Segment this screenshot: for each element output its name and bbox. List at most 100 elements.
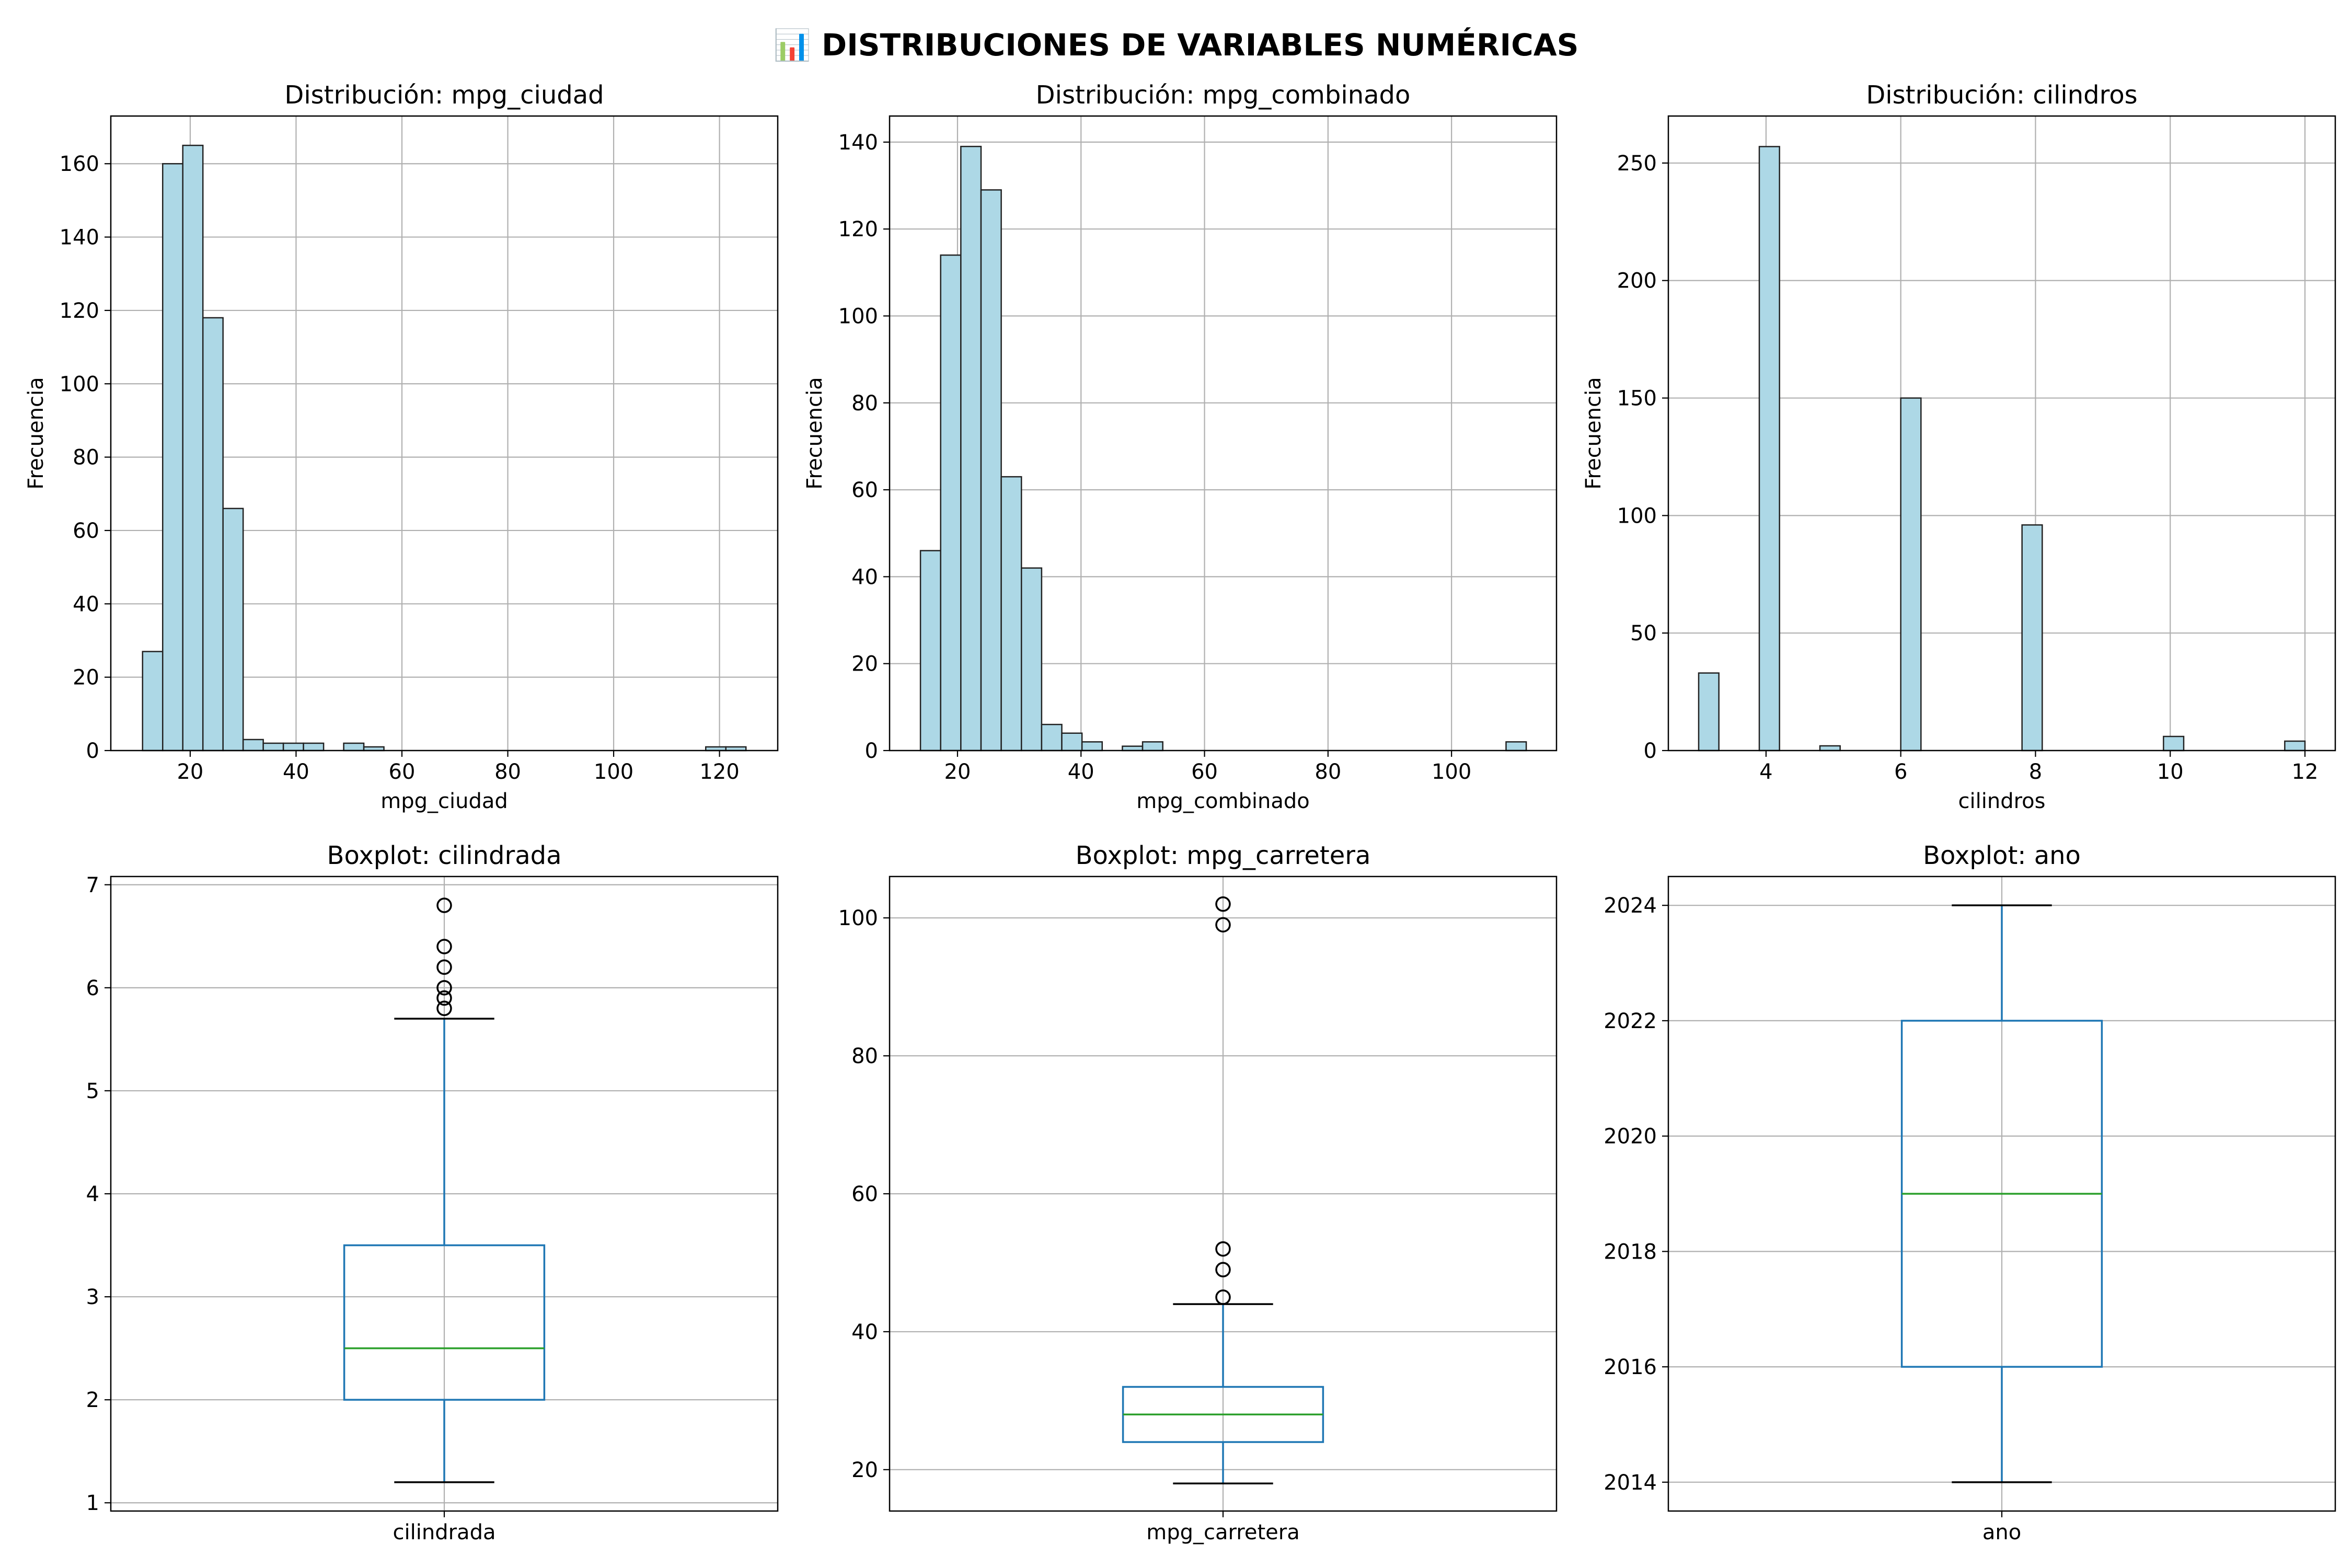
- x-tick-label: 20: [177, 760, 203, 784]
- histogram-bar: [242, 739, 264, 752]
- y-tick-label: 60: [851, 478, 878, 502]
- y-tick-label: 250: [1617, 152, 1657, 176]
- x-tick-label: 120: [699, 760, 739, 784]
- histogram-bar: [282, 742, 304, 752]
- chart-panel-3: Distribución: cilindros 4 6 8 10 12 Frecuencia…: [1582, 80, 2336, 813]
- histogram-bar: [262, 742, 284, 752]
- histogram-bar: [2284, 740, 2306, 752]
- x-axis-label: mpg_ciudad: [381, 789, 508, 813]
- histogram-bar: [2021, 524, 2043, 752]
- outlier-point: [1215, 917, 1231, 933]
- chart-title: Distribución: mpg_combinado: [1036, 80, 1411, 110]
- outlier-point: [436, 990, 452, 1006]
- outlier-point: [436, 897, 452, 913]
- x-tick-label: mpg_carretera: [1146, 1520, 1299, 1544]
- y-tick-label: 80: [851, 391, 878, 416]
- histogram-bar: [1505, 741, 1527, 752]
- x-tick-label: ano: [1982, 1520, 2021, 1544]
- y-tick-label: 4: [86, 1182, 99, 1206]
- outlier-point: [1215, 1289, 1231, 1305]
- histogram-bar: [1041, 723, 1063, 752]
- y-tick-label: 100: [60, 372, 99, 396]
- y-tick-label: 20: [851, 652, 878, 676]
- y-tick-label: 7: [86, 873, 99, 897]
- x-tick-label: 8: [2029, 760, 2042, 784]
- x-tick-label: 60: [1191, 760, 1218, 784]
- chart-panel-6: Boxplot: ano ano 2014 2016 2018 2020 2022 2024: [1604, 841, 2336, 1544]
- y-tick-label: 200: [1617, 269, 1657, 293]
- y-tick-label: 120: [60, 299, 99, 323]
- y-tick-label: 50: [1630, 621, 1657, 645]
- x-tick-label: 80: [1315, 760, 1341, 784]
- y-axis-label: Frecuencia: [24, 377, 48, 489]
- histogram-bar: [343, 742, 365, 752]
- histogram-bar: [1000, 476, 1022, 752]
- y-tick-label: 1: [86, 1491, 99, 1515]
- plot-frame: [1667, 875, 2336, 1512]
- chart-title: Distribución: mpg_ciudad: [284, 80, 604, 110]
- histogram-bar: [940, 254, 962, 752]
- x-tick-label: 40: [283, 760, 309, 784]
- plot-frame: [889, 115, 1558, 752]
- histogram-bar: [960, 145, 982, 752]
- histogram-bar: [1061, 732, 1083, 752]
- y-tick-label: 150: [1617, 387, 1657, 411]
- histogram-bar: [162, 163, 183, 752]
- y-axis-label: Frecuencia: [1582, 377, 1606, 489]
- histogram-bar: [2163, 735, 2185, 752]
- histogram-bar: [1819, 745, 1841, 752]
- y-tick-label: 40: [851, 1320, 878, 1344]
- y-tick-label: 60: [851, 1182, 878, 1206]
- outlier-point: [436, 939, 452, 954]
- plot-frame: [1667, 115, 2336, 752]
- y-tick-label: 100: [838, 906, 878, 930]
- y-tick-label: 2018: [1604, 1240, 1657, 1264]
- y-tick-label: 80: [851, 1044, 878, 1068]
- y-tick-label: 140: [60, 226, 99, 250]
- y-tick-label: 40: [851, 565, 878, 589]
- histogram-bar: [919, 550, 941, 752]
- plot-frame: [110, 875, 779, 1512]
- histogram-bar: [182, 144, 204, 752]
- y-tick-label: 20: [851, 1458, 878, 1482]
- y-tick-label: 3: [86, 1285, 99, 1309]
- x-axis-label: mpg_combinado: [1136, 789, 1309, 813]
- x-tick-label: cilindrada: [393, 1520, 496, 1544]
- y-tick-label: 20: [73, 666, 99, 690]
- y-tick-label: 2020: [1604, 1125, 1657, 1149]
- y-tick-label: 140: [838, 131, 878, 155]
- chart-title: Boxplot: mpg_carretera: [1076, 841, 1371, 870]
- chart-panel-5: Boxplot: mpg_carretera mpg_carretera 20 40 6…: [838, 841, 1558, 1544]
- outlier-point: [1215, 1241, 1231, 1257]
- histogram-bar: [1698, 672, 1720, 752]
- x-tick-label: 80: [494, 760, 521, 784]
- y-axis-label: Frecuencia: [803, 377, 827, 489]
- x-tick-label: 4: [1759, 760, 1772, 784]
- x-tick-label: 6: [1894, 760, 1907, 784]
- outlier-point: [1215, 896, 1231, 912]
- x-tick-label: 100: [1432, 760, 1471, 784]
- x-tick-label: 40: [1068, 760, 1094, 784]
- figure-title: 📊 DISTRIBUCIONES DE VARIABLES NUMÉRICAS: [774, 27, 1579, 63]
- y-tick-label: 2024: [1604, 894, 1657, 918]
- y-tick-label: 0: [865, 739, 878, 763]
- x-tick-label: 60: [389, 760, 416, 784]
- chart-title: Distribución: cilindros: [1866, 80, 2137, 110]
- histogram-bar: [142, 651, 164, 752]
- histogram-bar: [202, 317, 224, 752]
- y-tick-label: 100: [1617, 504, 1657, 528]
- y-tick-label: 2: [86, 1388, 99, 1412]
- x-tick-label: 12: [2292, 760, 2319, 784]
- y-tick-label: 2014: [1604, 1471, 1657, 1495]
- histogram-bar: [1081, 741, 1103, 752]
- x-tick-label: 20: [944, 760, 971, 784]
- x-tick-label: 10: [2157, 760, 2184, 784]
- y-tick-label: 80: [73, 446, 99, 470]
- histogram-bar: [1900, 397, 1922, 752]
- x-axis-label: cilindros: [1958, 789, 2046, 813]
- x-tick-label: 100: [594, 760, 633, 784]
- histogram-bar: [222, 508, 244, 752]
- chart-panel-2: Distribución: mpg_combinado 20 40 60 80 100 Fr…: [803, 80, 1558, 813]
